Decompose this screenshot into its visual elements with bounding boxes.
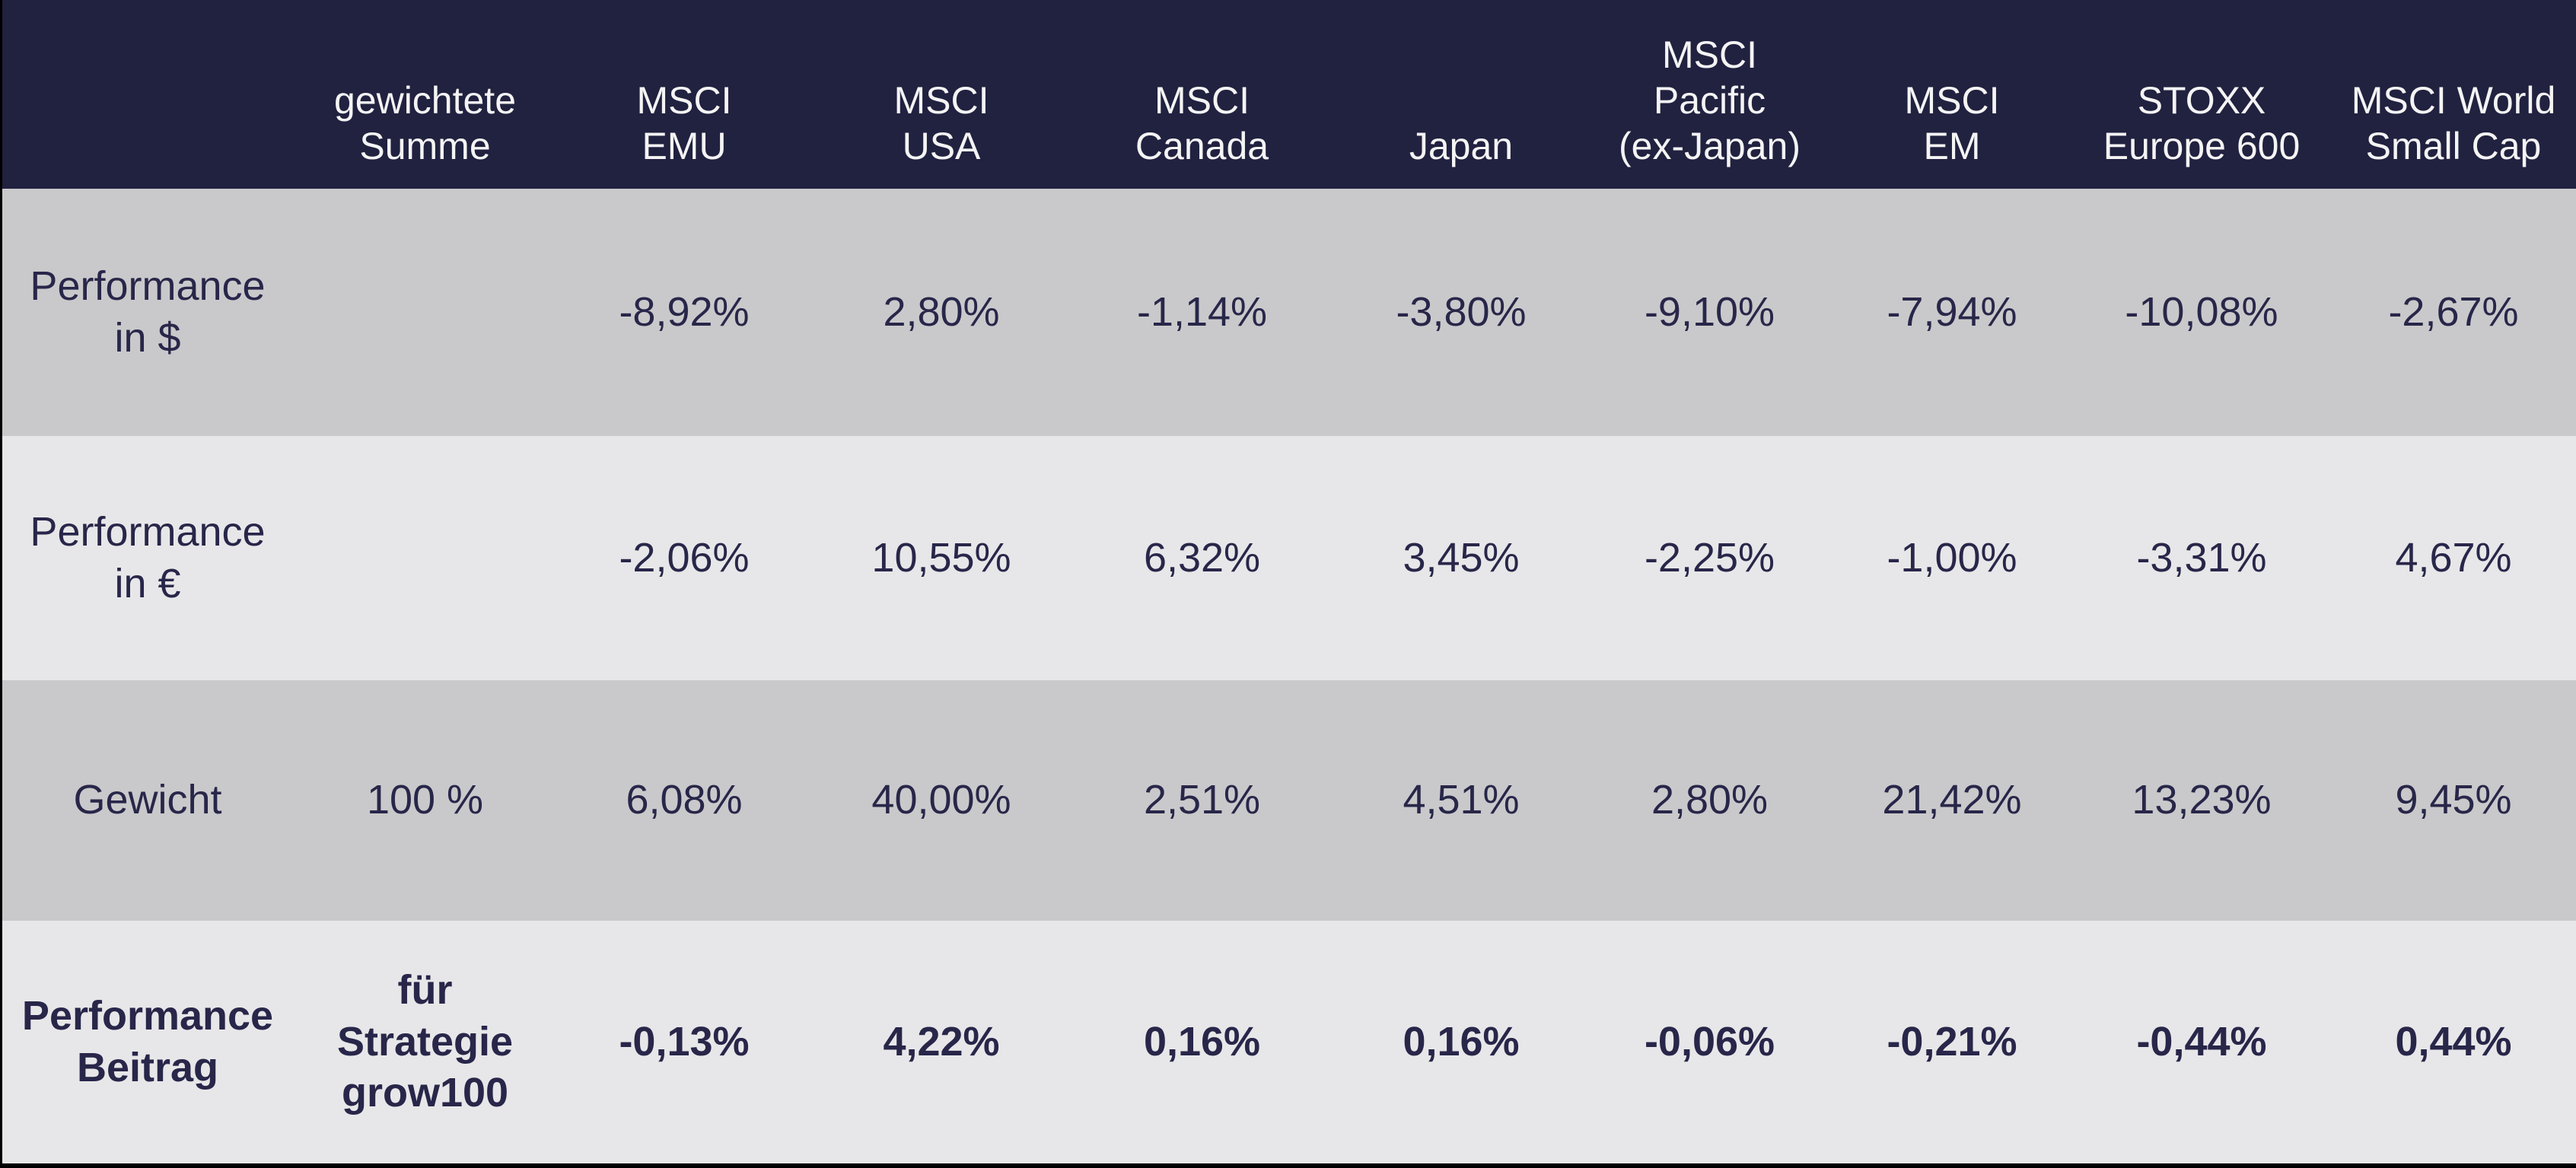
value-cell [293,189,557,436]
row-label-performance-beitrag: Performance Beitrag [21,993,274,1090]
value-cell: 6,32% [1143,534,1261,581]
value-cell: -7,94% [1887,288,2017,335]
header-cell-msci-em: MSCI EM [1829,0,2074,189]
value-cell: 4,67% [2395,534,2512,581]
row-performance-eur: Performance in € -2,06% 10,55% 6,32% 3,4… [2,436,2576,680]
value-cell: -9,10% [1644,288,1775,335]
value-cell: -10,08% [2125,288,2278,335]
value-cell: -3,31% [2136,534,2267,581]
value-cell: 6,08% [626,777,743,823]
value-cell: 4,51% [1403,777,1520,823]
value-cell: 9,45% [2395,777,2512,823]
value-cell: -8,92% [619,288,750,335]
header-cell-stoxx-europe-600: STOXX Europe 600 [2074,0,2329,189]
value-cell: -0,44% [2136,1018,2267,1065]
header-cell-msci-world-small-cap: MSCI World Small Cap [2329,0,2576,189]
row-label-gewicht: Gewicht [73,777,222,823]
row-performance-usd: Performance in $ -8,92% 2,80% -1,14% -3,… [2,189,2576,436]
value-cell: 100 % [366,777,484,823]
header-cell-empty [2,0,293,189]
value-cell: 13,23% [2132,777,2272,823]
header-cell-gewichtete-summe: gewichtete Summe [293,0,557,189]
value-cell: 2,80% [1651,777,1769,823]
value-cell: -2,06% [619,534,750,581]
value-cell: -0,21% [1887,1018,2017,1065]
value-cell: 10,55% [871,534,1011,581]
value-cell: -1,14% [1136,288,1268,335]
value-cell [293,436,557,680]
value-cell: 0,44% [2395,1018,2512,1065]
value-cell: 0,16% [1403,1018,1520,1065]
value-cell: 40,00% [871,777,1011,823]
row-label-performance-usd: Performance in $ [30,263,266,361]
value-cell: -2,67% [2388,288,2519,335]
header-cell-msci-usa: MSCI USA [811,0,1071,189]
value-cell: -2,25% [1644,534,1775,581]
row-performance-beitrag: Performance Beitrag für Strategie grow10… [2,921,2576,1163]
value-cell: 4,22% [883,1018,1000,1065]
header-cell-msci-canada: MSCI Canada [1071,0,1333,189]
row-label-performance-eur: Performance in € [30,509,266,606]
header-cell-msci-emu: MSCI EMU [557,0,811,189]
value-cell: für Strategie grow100 [336,967,514,1116]
header-cell-japan: Japan [1333,0,1590,189]
header-cell-msci-pacific-ex-japan: MSCI Pacific (ex-Japan) [1590,0,1829,189]
header-row: gewichtete Summe MSCI EMU MSCI USA MSCI … [2,0,2576,189]
value-cell: -0,06% [1644,1018,1775,1065]
value-cell: 3,45% [1403,534,1520,581]
value-cell: -0,13% [619,1018,750,1065]
value-cell: 2,80% [883,288,1000,335]
value-cell: 21,42% [1882,777,2022,823]
value-cell: -3,80% [1396,288,1527,335]
value-cell: 2,51% [1143,777,1261,823]
value-cell: 0,16% [1143,1018,1261,1065]
row-gewicht: Gewicht 100 % 6,08% 40,00% 2,51% 4,51% 2… [2,680,2576,921]
value-cell: -1,00% [1887,534,2017,581]
